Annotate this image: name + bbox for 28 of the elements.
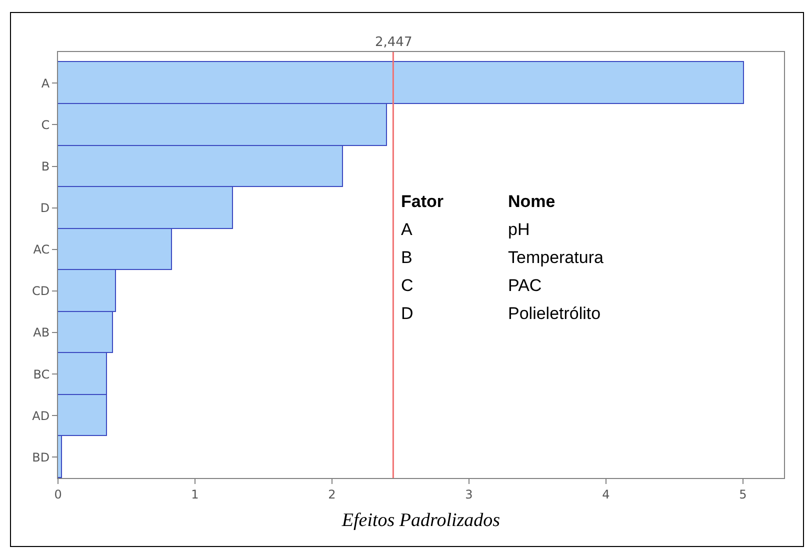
y-tick-label: AC	[33, 242, 50, 257]
y-tick-label: A	[41, 76, 50, 90]
x-tick-label: 5	[739, 487, 747, 502]
annotation: Nome	[508, 192, 556, 211]
x-tick-label: 4	[602, 487, 610, 502]
y-tick-label: BC	[33, 367, 50, 382]
annotation: Temperatura	[508, 248, 604, 267]
x-tick-label: 2	[328, 487, 336, 502]
y-tick-label: BD	[32, 450, 50, 464]
annotation: A	[401, 220, 413, 239]
annotation: Fator	[401, 192, 444, 211]
y-tick-label: AD	[32, 408, 50, 423]
x-axis-title: Efeitos Padrolizados	[340, 510, 500, 532]
annotation: PAC	[508, 276, 542, 295]
annotation: Polieletrólito	[508, 304, 601, 323]
y-tick-label: C	[41, 118, 50, 132]
annotation: pH	[508, 220, 530, 239]
ref-line-label: 2,447	[375, 35, 412, 50]
x-tick-label: 1	[191, 487, 199, 502]
x-tick-label: 0	[54, 487, 62, 502]
y-tick-label: AB	[33, 326, 50, 340]
annotation: D	[401, 304, 414, 323]
y-tick-label: D	[40, 201, 50, 216]
y-tick-label: B	[41, 159, 50, 174]
annotation: C	[401, 276, 414, 295]
y-tick-label: CD	[32, 284, 50, 298]
annotation: B	[401, 248, 412, 267]
x-tick-label: 3	[465, 487, 473, 502]
